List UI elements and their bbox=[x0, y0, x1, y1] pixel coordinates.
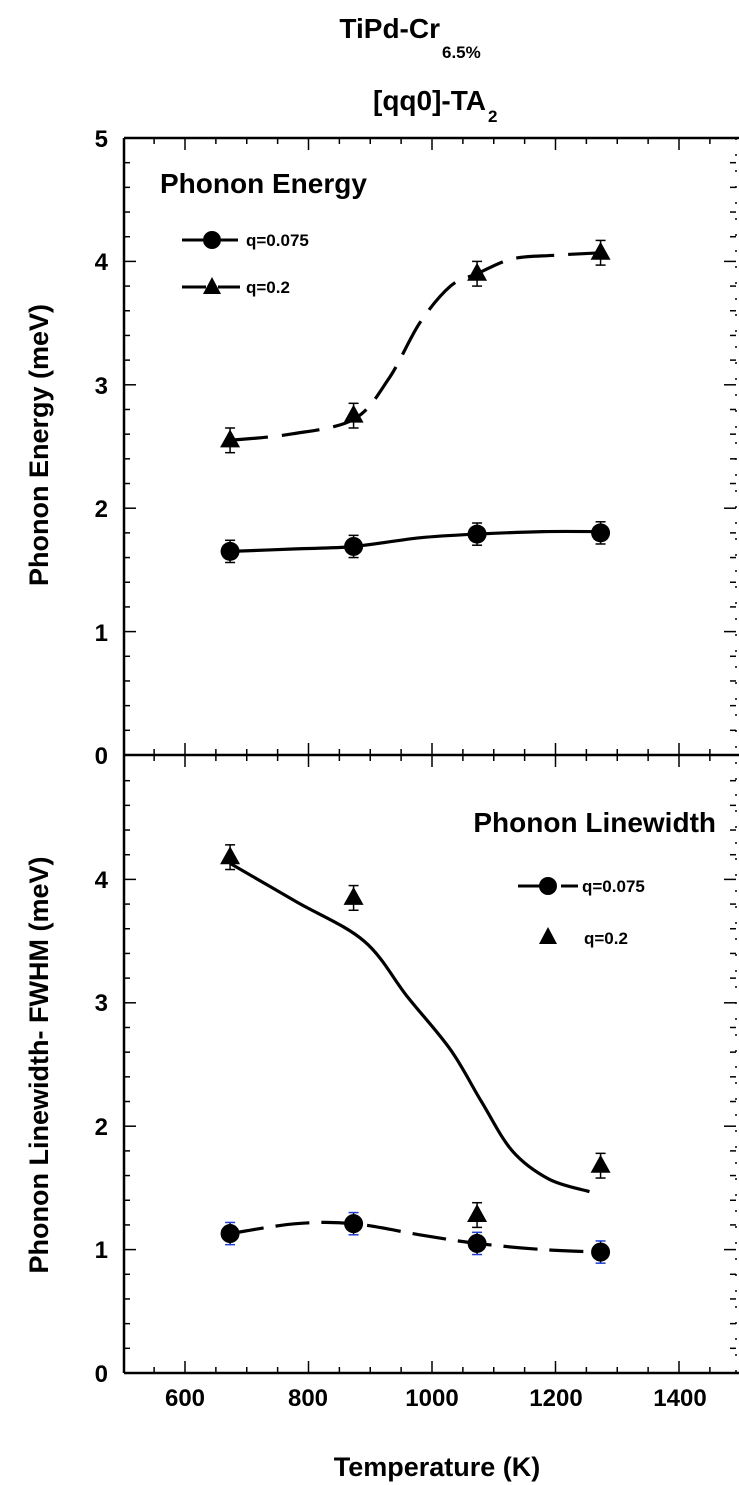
bottom-series-1-point bbox=[343, 886, 364, 905]
bottom-series-0-point bbox=[467, 1233, 487, 1253]
bottom-legend-label-q075: q=0.075 bbox=[582, 877, 645, 896]
plot-marks bbox=[220, 239, 611, 1264]
x-axis-label: Temperature (K) bbox=[334, 1452, 541, 1482]
xtick-label-1000: 1000 bbox=[405, 1385, 458, 1412]
top-legend-marker-q075 bbox=[203, 231, 221, 249]
top-ytick-label-3: 3 bbox=[95, 373, 108, 400]
bottom-series-0-point bbox=[220, 1224, 240, 1244]
bottom-series-1-point bbox=[220, 846, 241, 865]
chart-subtitle: [qq0]-TA bbox=[373, 85, 486, 116]
chart-title-subscript: 6.5% bbox=[442, 43, 481, 62]
bottom-ytick-label-3: 3 bbox=[95, 990, 108, 1017]
top-ytick-label-0: 0 bbox=[95, 743, 108, 770]
top-ytick-label-4: 4 bbox=[95, 249, 109, 276]
bottom-legend-marker-q02 bbox=[539, 927, 557, 944]
chart-title: TiPd-Cr bbox=[339, 13, 440, 44]
bottom-series-0-line bbox=[229, 1220, 601, 1254]
bottom-series-0-point bbox=[591, 1242, 611, 1262]
bottom-series-2-line bbox=[229, 862, 590, 1194]
top-series-0-point bbox=[467, 524, 487, 544]
xtick-label-600: 600 bbox=[165, 1385, 205, 1412]
top-panel-title: Phonon Energy bbox=[160, 168, 367, 199]
top-series-0-point bbox=[344, 536, 364, 556]
top-series-1-line bbox=[229, 251, 601, 442]
top-series-0-point bbox=[591, 523, 611, 543]
bottom-legend-marker-q075 bbox=[539, 877, 557, 895]
bottom-ytick-label-4: 4 bbox=[95, 867, 109, 894]
bottom-y-axis-label: Phonon Linewidth- FWHM (meV) bbox=[24, 857, 54, 1274]
top-y-axis-label: Phonon Energy (meV) bbox=[24, 304, 54, 586]
top-series-0-point bbox=[220, 541, 240, 561]
bottom-series-0-point bbox=[344, 1214, 364, 1234]
top-ytick-label-5: 5 bbox=[95, 126, 108, 153]
bottom-ytick-label-0: 0 bbox=[95, 1361, 108, 1388]
axis-ticks bbox=[124, 138, 736, 1374]
bottom-series-1-point bbox=[467, 1204, 488, 1223]
top-ytick-label-2: 2 bbox=[95, 496, 108, 523]
top-series-1-point bbox=[343, 404, 364, 423]
top-legend: q=0.075 q=0.2 bbox=[182, 231, 309, 297]
bottom-series-1-point bbox=[590, 1154, 611, 1173]
bottom-ytick-label-1: 1 bbox=[95, 1237, 108, 1264]
xtick-label-1400: 1400 bbox=[653, 1385, 706, 1412]
chart-subtitle-subscript: 2 bbox=[488, 107, 497, 126]
xtick-label-1200: 1200 bbox=[529, 1385, 582, 1412]
top-legend-label-q02: q=0.2 bbox=[246, 278, 290, 297]
xtick-label-800: 800 bbox=[288, 1385, 328, 1412]
top-legend-marker-q02 bbox=[203, 277, 221, 294]
bottom-ytick-label-2: 2 bbox=[95, 1114, 108, 1141]
top-series-1-point bbox=[467, 262, 488, 281]
top-series-1-point bbox=[220, 429, 241, 448]
top-legend-label-q075: q=0.075 bbox=[246, 231, 309, 250]
bottom-panel-title: Phonon Linewidth bbox=[473, 807, 716, 838]
top-ytick-label-1: 1 bbox=[95, 620, 108, 647]
bottom-legend-label-q02: q=0.2 bbox=[584, 929, 628, 948]
top-series-0-line bbox=[230, 529, 601, 553]
top-series-1-point bbox=[590, 241, 611, 260]
bottom-legend: q=0.075 q=0.2 bbox=[518, 877, 645, 948]
